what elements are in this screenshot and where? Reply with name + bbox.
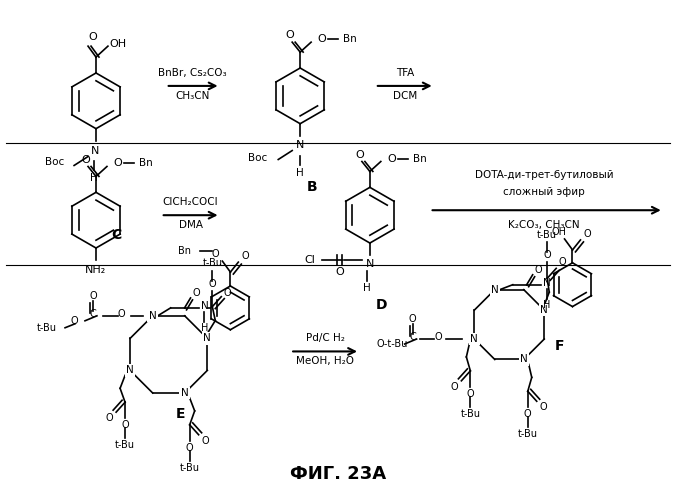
Text: DOTA-ди-трет-бутиловый: DOTA-ди-трет-бутиловый xyxy=(475,170,613,180)
Text: Boc: Boc xyxy=(248,152,267,162)
Text: H: H xyxy=(363,283,370,293)
Text: N: N xyxy=(126,366,134,376)
Text: Boc: Boc xyxy=(45,158,64,168)
Text: N: N xyxy=(91,146,99,156)
Text: t-Bu: t-Bu xyxy=(537,230,557,239)
Text: DMA: DMA xyxy=(178,220,203,230)
Text: O: O xyxy=(89,291,97,301)
Text: O: O xyxy=(524,409,531,419)
Text: H: H xyxy=(543,300,550,310)
Text: O: O xyxy=(558,258,566,268)
Text: O: O xyxy=(409,314,416,324)
Text: N: N xyxy=(181,388,189,398)
Text: O: O xyxy=(121,420,129,430)
Text: O: O xyxy=(335,267,344,277)
Text: B: B xyxy=(307,180,318,194)
Text: H: H xyxy=(296,168,304,178)
Text: O: O xyxy=(212,249,219,259)
Text: C: C xyxy=(89,309,96,319)
Text: O: O xyxy=(208,278,216,288)
Text: O: O xyxy=(202,436,210,446)
Text: O: O xyxy=(318,34,327,44)
Text: N: N xyxy=(201,301,208,311)
Text: D: D xyxy=(376,298,387,312)
Text: O: O xyxy=(82,154,91,164)
Text: E: E xyxy=(176,407,185,421)
Text: сложный эфир: сложный эфир xyxy=(503,188,585,198)
Text: N: N xyxy=(296,140,304,149)
Text: t-Bu: t-Bu xyxy=(460,408,481,418)
Text: Bn: Bn xyxy=(178,246,191,256)
Text: O: O xyxy=(387,154,396,164)
Text: O-t-Bu: O-t-Bu xyxy=(377,339,408,349)
Text: O: O xyxy=(583,229,592,239)
Text: Cl: Cl xyxy=(305,255,316,265)
Text: O: O xyxy=(224,288,231,298)
Text: O: O xyxy=(540,402,548,412)
Text: O: O xyxy=(105,413,113,423)
Text: CH₃CN: CH₃CN xyxy=(175,91,210,101)
Text: O: O xyxy=(114,158,122,168)
Text: Bn: Bn xyxy=(139,158,153,168)
Text: O: O xyxy=(466,388,474,398)
Text: t-Bu: t-Bu xyxy=(37,323,57,333)
Text: N: N xyxy=(470,334,478,344)
Text: t-Bu: t-Bu xyxy=(518,429,538,439)
Text: O: O xyxy=(535,265,542,275)
Text: H: H xyxy=(201,323,208,333)
Text: t-Bu: t-Bu xyxy=(202,258,222,268)
Text: O: O xyxy=(70,316,78,326)
Text: OH: OH xyxy=(110,39,126,49)
Text: H: H xyxy=(90,174,98,184)
Text: MeOH, H₂O: MeOH, H₂O xyxy=(296,356,354,366)
Text: C: C xyxy=(111,228,121,242)
Text: O: O xyxy=(286,30,295,40)
Text: t-Bu: t-Bu xyxy=(115,440,135,450)
Text: N: N xyxy=(520,354,528,364)
Text: O: O xyxy=(451,382,458,392)
Text: K₂CO₃, CH₃CN: K₂CO₃, CH₃CN xyxy=(508,220,580,230)
Text: Pd/C H₂: Pd/C H₂ xyxy=(306,332,345,342)
Text: O: O xyxy=(193,288,200,298)
Text: N: N xyxy=(366,259,374,269)
Text: O: O xyxy=(117,309,124,319)
Text: N: N xyxy=(540,305,548,315)
Text: BnBr, Cs₂CO₃: BnBr, Cs₂CO₃ xyxy=(158,68,227,78)
Text: O: O xyxy=(435,332,442,342)
Text: TFA: TFA xyxy=(395,68,414,78)
Text: OH: OH xyxy=(551,227,566,237)
Text: O: O xyxy=(544,250,551,260)
Text: N: N xyxy=(543,278,550,287)
Text: N: N xyxy=(203,334,211,344)
Text: C: C xyxy=(409,332,416,342)
Text: NH₂: NH₂ xyxy=(85,265,107,275)
Text: N: N xyxy=(149,311,157,321)
Text: Bn: Bn xyxy=(343,34,357,44)
Text: t-Bu: t-Bu xyxy=(180,462,199,472)
Text: ФИГ. 23А: ФИГ. 23А xyxy=(290,465,386,483)
Text: ClCH₂COCl: ClCH₂COCl xyxy=(163,198,218,207)
Text: DCM: DCM xyxy=(393,91,417,101)
Text: N: N xyxy=(491,284,499,294)
Text: Bn: Bn xyxy=(413,154,427,164)
Text: O: O xyxy=(186,442,193,452)
Text: F: F xyxy=(554,340,564,353)
Text: O: O xyxy=(356,150,364,160)
Text: O: O xyxy=(241,251,249,261)
Text: O: O xyxy=(89,32,97,42)
